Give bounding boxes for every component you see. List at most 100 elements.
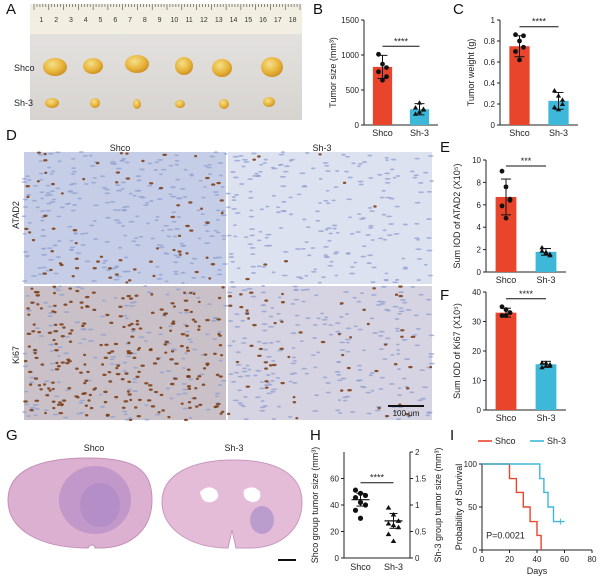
ihc-row-label-ki67: Ki67 [11,346,21,364]
stained-nucleus [198,403,203,407]
cell-nucleus [40,216,45,219]
cell-nucleus [260,400,265,402]
cell-nucleus [110,362,114,365]
cell-nucleus [369,210,375,213]
cell-nucleus [292,360,297,362]
cell-nucleus [271,167,278,170]
stained-nucleus [116,364,121,367]
stained-nucleus [35,291,40,294]
cell-nucleus [47,194,53,196]
stained-nucleus [164,351,168,354]
stained-nucleus [135,323,140,326]
stained-nucleus [218,344,223,347]
cell-nucleus [72,204,78,206]
cell-nucleus [242,367,247,370]
data-point [499,304,505,310]
cell-nucleus [369,371,375,374]
cell-nucleus [271,194,276,197]
cell-nucleus [104,188,110,191]
cell-nucleus [413,334,418,336]
cell-nucleus [301,185,308,188]
stained-nucleus [82,322,87,325]
stained-nucleus [163,343,168,346]
cell-nucleus [91,280,97,282]
cell-nucleus [341,153,346,156]
stained-nucleus [125,177,131,180]
data-point [362,492,369,499]
tumor-row-shco [43,55,283,77]
cell-nucleus [37,267,43,269]
stained-nucleus [128,418,133,422]
cell-nucleus [247,178,254,181]
cell-nucleus [47,305,54,308]
cell-nucleus [27,221,33,224]
tumor-specimen [175,100,185,108]
stained-nucleus [235,360,240,364]
cell-nucleus [57,346,63,349]
cell-nucleus [173,349,177,351]
cell-nucleus [324,316,329,319]
cell-nucleus [344,155,351,158]
cell-nucleus [22,411,27,413]
stained-nucleus [217,296,222,300]
stained-nucleus [30,301,35,304]
x-tick-label: Shco [509,128,530,138]
cell-nucleus [275,340,281,343]
cell-nucleus [132,378,138,380]
cell-nucleus [397,368,401,370]
y-tick-label: 0 [477,406,482,415]
cell-nucleus [315,210,320,213]
cell-nucleus [248,190,253,193]
stained-nucleus [264,299,269,302]
cell-nucleus [112,209,118,211]
cell-nucleus [43,380,51,383]
cell-nucleus [184,311,190,314]
cell-nucleus [167,228,174,231]
stained-nucleus [147,384,153,387]
y-tick-label: 1000 [341,51,359,60]
cell-nucleus [228,373,234,376]
y-tick-label: 1 [415,501,420,510]
cell-nucleus [305,226,311,229]
cell-nucleus [339,341,346,344]
stained-nucleus [135,319,139,323]
cell-nucleus [238,404,245,407]
stained-nucleus [36,303,40,306]
stained-nucleus [108,380,113,383]
stained-nucleus [53,291,56,295]
cell-nucleus [261,285,266,287]
cell-nucleus [250,253,256,256]
cell-nucleus [300,289,306,291]
cell-nucleus [397,291,405,294]
stained-nucleus [383,343,388,346]
stained-nucleus [32,323,36,326]
tumor-specimen [133,99,141,109]
cell-nucleus [344,313,349,315]
cell-nucleus [245,364,250,367]
tumor-specimen [175,57,193,75]
cell-nucleus [262,329,268,332]
cell-nucleus [29,381,34,384]
cell-nucleus [415,328,421,330]
cell-nucleus [22,280,28,283]
cell-nucleus [81,328,87,331]
cell-nucleus [244,374,251,377]
cell-nucleus [287,415,293,418]
cell-nucleus [124,205,130,208]
cell-nucleus [332,227,337,230]
cell-nucleus [166,370,172,372]
cell-nucleus [260,291,267,294]
stained-nucleus [34,356,39,360]
stained-nucleus [337,332,341,336]
cell-nucleus [58,285,62,288]
cell-nucleus [262,162,268,164]
cell-nucleus [384,279,389,282]
cell-nucleus [288,380,293,383]
cell-nucleus [428,334,435,337]
panel-e: E 0 2 4 6 8 10 Sum IOD of ATAD2 (X10⁵) Shco Sh-3… [440,139,566,285]
cell-nucleus [258,230,263,233]
stained-nucleus [219,412,223,415]
cell-nucleus [320,312,324,315]
cell-nucleus [119,159,124,162]
cell-nucleus [265,355,273,358]
